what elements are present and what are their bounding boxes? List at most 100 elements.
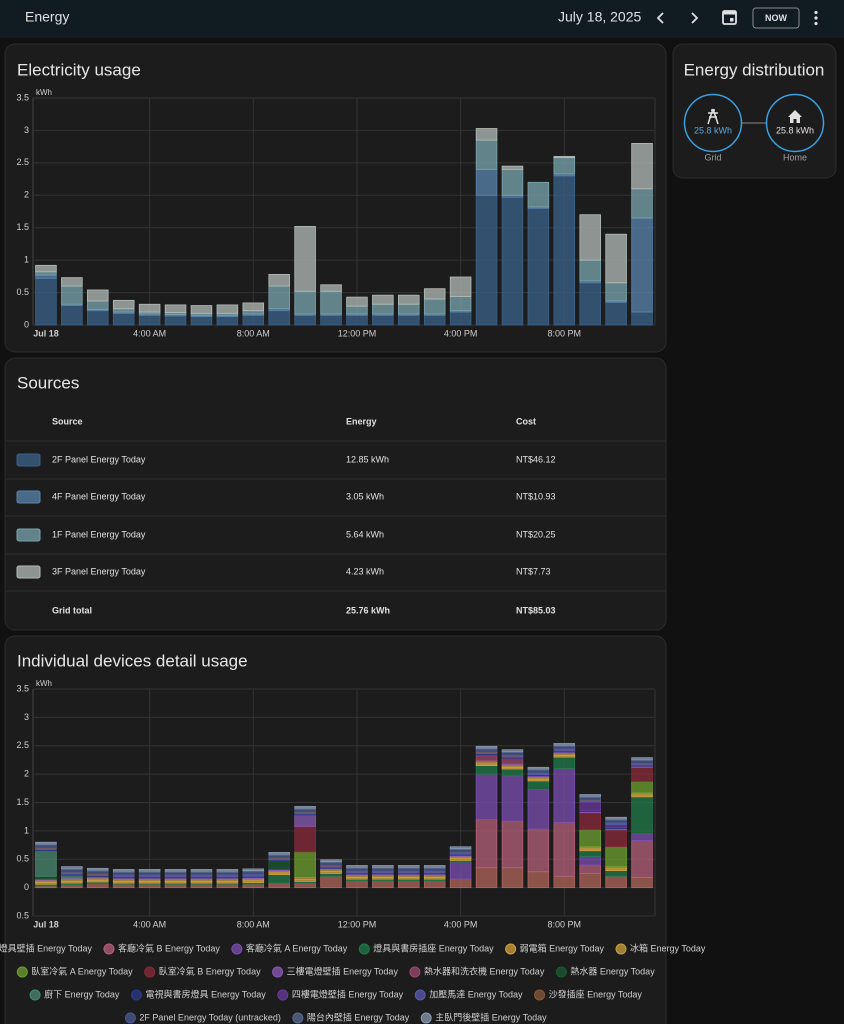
bar-segment [87,883,109,889]
bar-segment [449,849,472,853]
now-button[interactable] [752,7,800,29]
bar-segment [423,867,446,872]
bar-segment [475,194,498,326]
y-tick-label: 0 [24,882,29,892]
legend-marker [534,989,546,1001]
bar-segment [605,282,627,302]
bar-segment [553,745,576,750]
bar-segment [605,875,627,889]
bar-segment [294,808,316,813]
now-button-label[interactable]: NOW [765,13,788,23]
bar-segment [501,820,524,869]
bar-segment [475,168,498,196]
bar-segment [501,768,524,777]
legend-label: 車庫燈具壁插 Energy Today [0,942,92,953]
bar-segment [475,867,498,889]
legend-marker [16,966,28,978]
next-button[interactable] [691,12,699,24]
header-date[interactable]: July 18, 2025 [558,9,641,25]
source-energy: 12.85 kWh [346,454,389,464]
legend-label: 沙發插座 Energy Today [549,988,643,999]
header-title: Energy [25,9,69,25]
legend-marker [272,966,284,978]
bar-segment [35,271,57,276]
legend-marker [292,1012,304,1024]
bar-segment [242,302,265,312]
calendar-icon-day [730,18,734,22]
legend-marker [505,943,517,955]
bar-segment [398,303,420,315]
bar-segment [398,865,420,868]
legend-label: 熱水器和洗衣機 Energy Today [424,965,545,976]
bar-segment [527,828,550,873]
bar-segment [294,226,316,292]
bar-segment [164,883,187,889]
bar-segment [35,277,57,326]
bar-segment [631,142,653,190]
legend-marker [103,943,115,955]
table-header: Source [52,416,83,426]
bar-segment [320,314,342,326]
bar-segment [423,880,446,889]
bar-segment [605,301,627,326]
bar-segment [268,860,290,870]
source-swatch [16,528,41,542]
menu-button[interactable] [814,10,818,26]
y-tick-label: 2 [24,190,29,200]
bar-segment [346,865,368,868]
app-header [0,0,844,38]
bar-segment [61,305,83,326]
bar-segment [449,846,472,849]
bar-segment [501,775,524,822]
usage-card [4,43,667,353]
source-name: 1F Panel Energy Today [52,529,146,539]
sources-title: Sources [17,373,79,392]
bar-segment [527,769,550,774]
bar-segment [320,859,342,862]
legend-label: 2F Panel Energy Today (untracked) [139,1012,280,1022]
bar-segment [138,871,161,876]
legend-label: 燈具與書房插座 Energy Today [373,942,494,953]
bar-segment [527,789,550,830]
y-tick-label: 3.5 [16,92,29,102]
bar-segment [294,290,316,315]
bar-segment [398,880,420,889]
grid-label: Grid [704,152,721,162]
legend-label: 電視與書房燈具 Energy Today [145,988,266,999]
bar-segment [631,840,653,878]
y-tick-label: 3.5 [16,683,29,693]
legend-marker [124,1012,136,1024]
bar-segment [61,285,83,305]
calendar-icon-top [723,11,736,15]
home-label: Home [783,152,807,162]
bar-segment [423,288,446,300]
bar-segment [190,305,213,314]
bar-segment [553,175,576,326]
bar-segment [579,214,601,261]
grid-value: 25.8 kWh [694,125,732,135]
prev-button[interactable] [656,12,664,24]
bar-segment [631,877,653,889]
bar-segment [475,745,498,749]
calendar-button[interactable] [722,10,737,25]
bar-segment [631,833,653,841]
menu-dot [814,16,818,20]
x-tick-label: 8:00 PM [548,919,582,929]
bar-segment [553,821,576,877]
legend-marker [29,989,41,1001]
bar-segment [268,274,290,287]
bar-segment [372,294,394,305]
menu-dot [814,21,818,26]
bar-segment [631,766,653,782]
distribution-card [672,43,837,179]
legend-marker [231,943,243,955]
source-energy: 5.64 kWh [346,529,384,539]
x-tick-label: Jul 18 [33,328,59,338]
legend-label: 四樓電燈壁插 Energy Today [292,988,404,999]
bar-segment [501,757,524,765]
distribution-title: Energy distribution [684,60,825,79]
legend-marker [130,989,142,1001]
legend-label: 陽台內壁插 Energy Today [307,1011,410,1022]
table-header: Cost [516,416,536,426]
